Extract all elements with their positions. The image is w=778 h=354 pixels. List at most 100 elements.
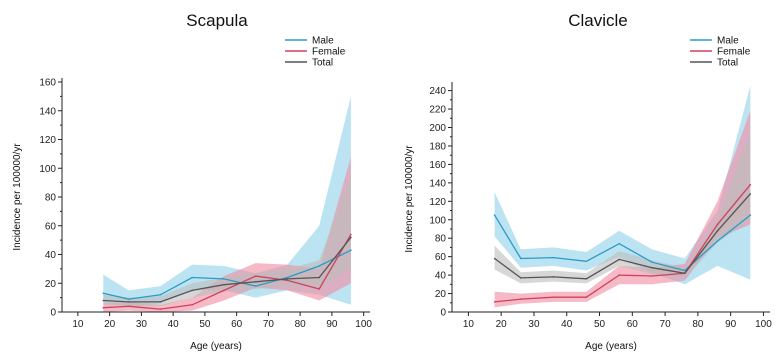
x-tick-label: 50 (594, 319, 606, 330)
data-point-male (191, 276, 193, 279)
y-tick-label: 60 (45, 221, 57, 232)
confidence-band-male (494, 86, 751, 285)
y-tick-label: 120 (429, 197, 446, 208)
y-tick-label: 160 (429, 160, 446, 171)
y-tick-label: 200 (429, 123, 446, 134)
x-tick-label: 70 (660, 319, 672, 330)
data-point-total (350, 236, 352, 239)
data-point-male (102, 292, 105, 295)
data-point-male (552, 256, 555, 259)
legend-label-female: Female (312, 47, 346, 58)
data-point-male (286, 276, 289, 279)
y-tick-label: 180 (429, 141, 446, 152)
y-tick-label: 220 (429, 105, 446, 116)
x-axis-label: Age (years) (585, 341, 637, 352)
x-tick-label: 20 (496, 319, 508, 330)
x-tick-label: 30 (136, 319, 148, 330)
data-point-male (716, 240, 719, 242)
data-point-total (318, 276, 321, 279)
y-tick-label: 240 (429, 86, 446, 97)
data-point-female (618, 274, 620, 276)
y-tick-label: 120 (39, 135, 56, 146)
data-point-total (585, 278, 588, 280)
y-tick-label: 20 (45, 279, 57, 290)
data-point-female (191, 304, 193, 306)
data-point-total (749, 193, 752, 195)
chart-title: Scapula (186, 11, 248, 30)
data-point-male (159, 294, 162, 296)
confidence-band-female (494, 110, 751, 308)
data-point-total (520, 277, 522, 279)
confidence-band-total (103, 175, 351, 307)
x-tick-label: 90 (725, 319, 737, 330)
x-tick-label: 60 (231, 319, 243, 330)
data-point-male (318, 265, 321, 267)
data-point-total (223, 283, 225, 286)
legend-label-male: Male (312, 36, 334, 47)
x-tick-label: 80 (295, 319, 307, 330)
data-point-male (651, 261, 653, 264)
data-point-female (254, 275, 257, 277)
data-point-total (102, 299, 105, 302)
y-tick-label: 40 (45, 250, 57, 261)
data-point-total (493, 257, 496, 260)
confidence-band-total (494, 132, 751, 284)
data-point-female (651, 275, 653, 277)
x-tick-label: 40 (168, 319, 180, 330)
y-tick-label: 100 (39, 164, 56, 175)
legend-label-male: Male (717, 36, 739, 47)
x-tick-label: 100 (355, 319, 372, 330)
data-point-total (716, 230, 719, 232)
y-tick-label: 160 (39, 78, 56, 89)
y-tick-label: 60 (435, 252, 447, 263)
data-point-female (749, 183, 752, 186)
y-tick-label: 80 (435, 234, 447, 245)
data-point-male (749, 214, 752, 216)
data-point-total (159, 301, 162, 303)
x-axis-label: Age (years) (190, 341, 242, 352)
x-tick-label: 10 (463, 319, 475, 330)
y-tick-label: 0 (50, 308, 56, 319)
data-point-female (716, 223, 719, 226)
data-point-male (618, 242, 620, 245)
legend-label-total: Total (717, 58, 738, 69)
data-point-total (127, 301, 130, 303)
y-tick-label: 140 (39, 106, 56, 117)
data-point-female (552, 296, 555, 299)
data-point-total (254, 281, 257, 283)
data-point-total (651, 266, 653, 269)
data-point-male (684, 269, 686, 272)
data-point-female (127, 305, 130, 308)
x-tick-label: 90 (326, 319, 338, 330)
data-point-male (585, 260, 588, 263)
y-tick-label: 140 (429, 178, 446, 189)
x-tick-label: 60 (627, 319, 639, 330)
y-axis-label: Incidence per 100000/yr (12, 143, 23, 251)
data-point-male (254, 285, 257, 287)
y-tick-label: 100 (429, 215, 446, 226)
data-point-male (350, 249, 352, 251)
legend-label-total: Total (312, 58, 333, 69)
y-axis-label: Incidence per 100000/yr (404, 145, 415, 253)
chart-title: Clavicle (568, 11, 628, 30)
data-point-female (350, 233, 352, 236)
data-point-total (286, 278, 289, 280)
legend-label-female: Female (717, 47, 751, 58)
data-point-male (520, 257, 522, 260)
data-point-female (318, 288, 321, 290)
x-tick-label: 30 (528, 319, 540, 330)
data-point-total (684, 272, 686, 275)
x-tick-label: 70 (263, 319, 275, 330)
x-tick-label: 50 (199, 319, 211, 330)
data-point-male (127, 298, 130, 300)
y-tick-label: 20 (435, 289, 447, 300)
data-point-total (552, 276, 555, 278)
x-tick-label: 40 (561, 319, 573, 330)
data-point-female (520, 298, 522, 300)
data-point-female (159, 308, 162, 310)
data-point-total (191, 289, 193, 292)
data-point-male (223, 278, 225, 280)
